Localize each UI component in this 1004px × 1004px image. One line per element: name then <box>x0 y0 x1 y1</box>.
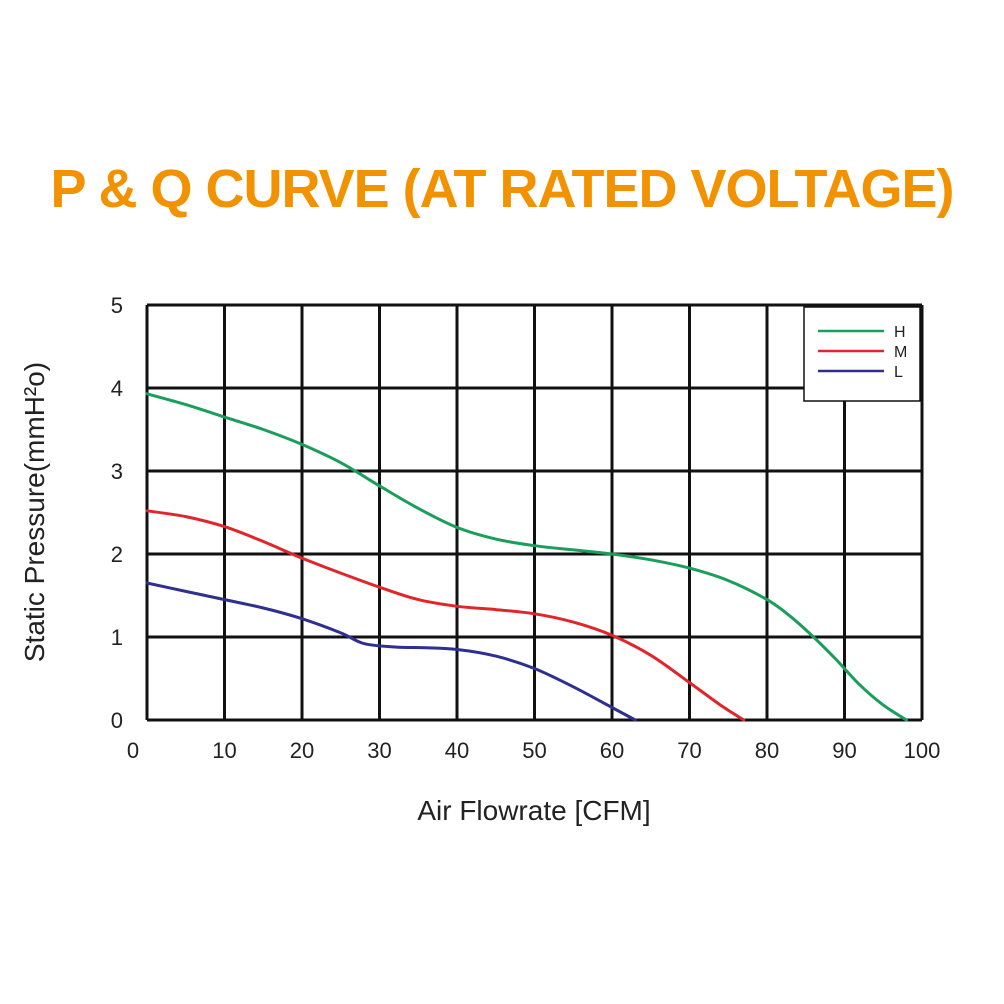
x-tick-label: 20 <box>290 738 314 763</box>
legend-label-m: M <box>894 344 907 361</box>
series-lines <box>145 392 908 722</box>
legend-label-l: L <box>894 364 903 381</box>
series-line-h <box>145 392 908 722</box>
legend-box <box>803 306 921 402</box>
x-tick-labels: 0 10 20 30 40 50 60 70 80 90 100 <box>127 738 940 763</box>
y-tick-labels: 0 1 2 3 4 5 <box>111 293 123 733</box>
series-line-m <box>145 509 746 722</box>
x-axis-label: Air Flowrate [CFM] <box>417 795 650 826</box>
x-tick-label: 100 <box>904 738 941 763</box>
y-tick-label: 0 <box>111 708 123 733</box>
x-tick-label: 30 <box>367 738 391 763</box>
legend: HML <box>803 306 921 402</box>
x-tick-label: 10 <box>212 738 236 763</box>
y-tick-label: 3 <box>111 459 123 484</box>
grid <box>145 303 924 722</box>
legend-label-h: H <box>894 324 906 341</box>
x-tick-label: 70 <box>677 738 701 763</box>
x-tick-label: 40 <box>445 738 469 763</box>
y-axis-label: Static Pressure(mmH²o) <box>19 362 50 662</box>
x-tick-label: 50 <box>522 738 546 763</box>
y-tick-label: 5 <box>111 293 123 318</box>
x-tick-label: 60 <box>600 738 624 763</box>
y-tick-label: 4 <box>111 376 123 401</box>
y-tick-label: 2 <box>111 542 123 567</box>
x-tick-label: 0 <box>127 738 139 763</box>
chart-title: P & Q CURVE (AT RATED VOLTAGE) <box>50 159 954 219</box>
series-line-l <box>145 581 637 722</box>
x-tick-label: 90 <box>832 738 856 763</box>
x-tick-label: 80 <box>755 738 779 763</box>
y-tick-label: 1 <box>111 625 123 650</box>
